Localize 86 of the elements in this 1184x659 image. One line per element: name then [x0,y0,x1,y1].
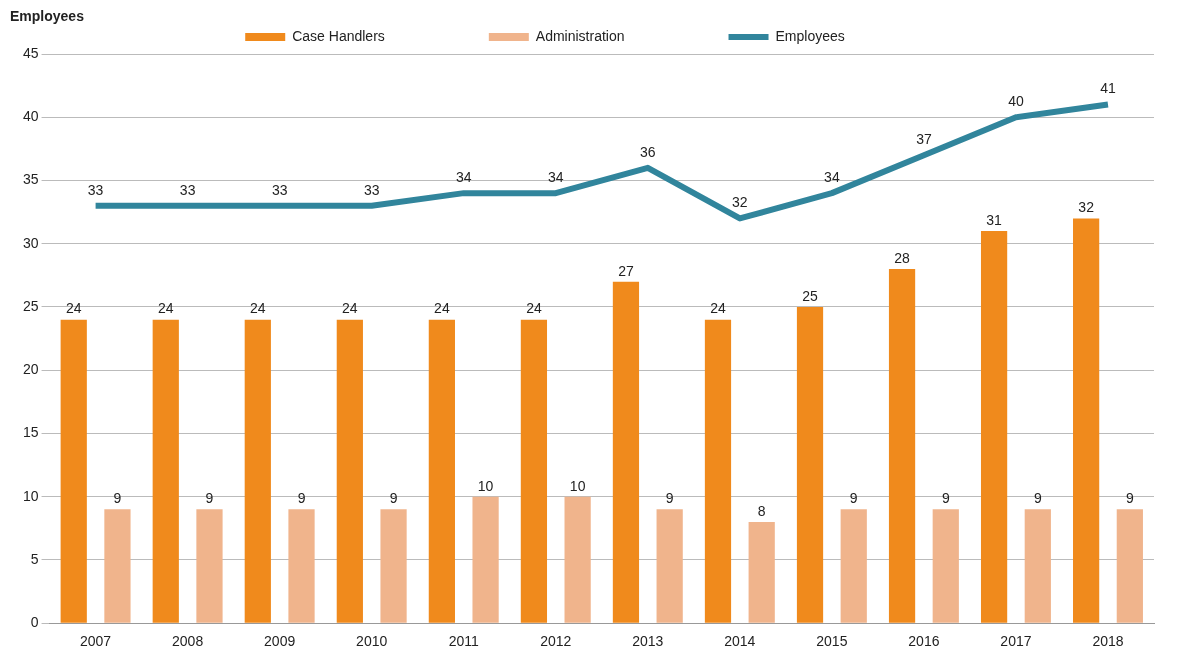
bar [1116,509,1143,623]
data-label: 34 [824,169,840,185]
x-tick-label: 2013 [632,633,664,650]
data-label: 33 [363,181,380,198]
y-tick-label: 0 [30,614,39,631]
bar [612,281,640,623]
y-tick-label: 20 [22,361,39,378]
data-label: 34 [455,169,472,185]
data-label: 33 [271,181,288,198]
x-tick-label: 2017 [1000,633,1032,650]
data-label: 9 [665,490,674,507]
data-label: 24 [250,300,266,317]
bar [336,319,363,623]
data-label: 9 [297,490,306,507]
data-label: 24 [710,300,726,317]
x-tick-label: 2007 [80,633,112,650]
bar [196,509,223,623]
y-tick-label: 15 [22,424,39,441]
legend-label: Administration [535,27,709,44]
data-label: 24 [526,300,542,317]
data-label: 40 [1008,93,1024,110]
y-tick-label: 10 [22,487,39,504]
data-label: 24 [157,300,174,317]
x-tick-label: 2010 [356,633,388,650]
bar [980,231,1008,623]
bar [888,269,916,623]
data-label: 41 [1100,80,1116,97]
x-tick-label: 2018 [1092,633,1124,650]
x-tick-label: 2014 [724,633,756,650]
data-label: 25 [802,287,819,304]
data-label: 27 [618,262,634,279]
data-label: 28 [894,249,911,266]
data-label: 37 [916,131,932,148]
legend-label: Case Handlers [292,27,469,44]
data-label: 32 [1078,199,1095,216]
y-tick-label: 25 [22,297,39,314]
bar [656,509,683,623]
data-label: 10 [569,477,586,494]
bar [704,319,732,623]
y-tick-label: 5 [30,550,39,567]
bar [472,496,499,623]
bar [840,509,867,623]
data-label: 33 [87,181,104,198]
data-label: 32 [732,194,748,211]
data-label: 24 [434,300,450,317]
x-tick-label: 2011 [448,633,479,650]
x-tick-label: 2008 [172,633,204,650]
bar [520,319,548,623]
data-label: 33 [179,181,196,198]
y-tick-label: 40 [22,108,39,125]
data-label: 24 [65,300,82,317]
legend-label: Employees [775,27,929,44]
bar [152,319,179,623]
bar [748,522,775,623]
bar [380,509,407,623]
x-tick-label: 2015 [816,633,848,650]
y-tick-label: 30 [22,234,39,251]
bar [60,319,87,623]
bar [564,496,591,623]
x-tick-label: 2012 [540,633,572,650]
bar [796,306,824,623]
bar [1024,509,1051,623]
y-tick-label: 35 [22,171,39,188]
data-label: 9 [1033,490,1042,507]
x-tick-label: 2009 [264,633,296,650]
data-label: 9 [205,490,214,507]
data-label: 31 [986,211,1003,228]
bar [104,509,131,623]
data-label: 34 [547,169,564,185]
bar [932,509,959,623]
data-label: 10 [477,477,494,494]
bar [1073,218,1100,623]
data-label: 9 [849,490,858,507]
data-label: 9 [1125,490,1134,507]
data-label: 9 [113,490,122,507]
data-label: 9 [389,490,398,507]
bar [244,319,271,623]
data-label: 9 [941,490,950,507]
x-tick-label: 2016 [908,633,940,650]
text: Employees [10,7,85,24]
bar [428,319,455,623]
data-label: 8 [757,502,766,519]
data-label: 24 [342,300,358,317]
y-tick-label: 45 [22,44,39,61]
bar [288,509,315,623]
data-label: 36 [640,143,656,160]
